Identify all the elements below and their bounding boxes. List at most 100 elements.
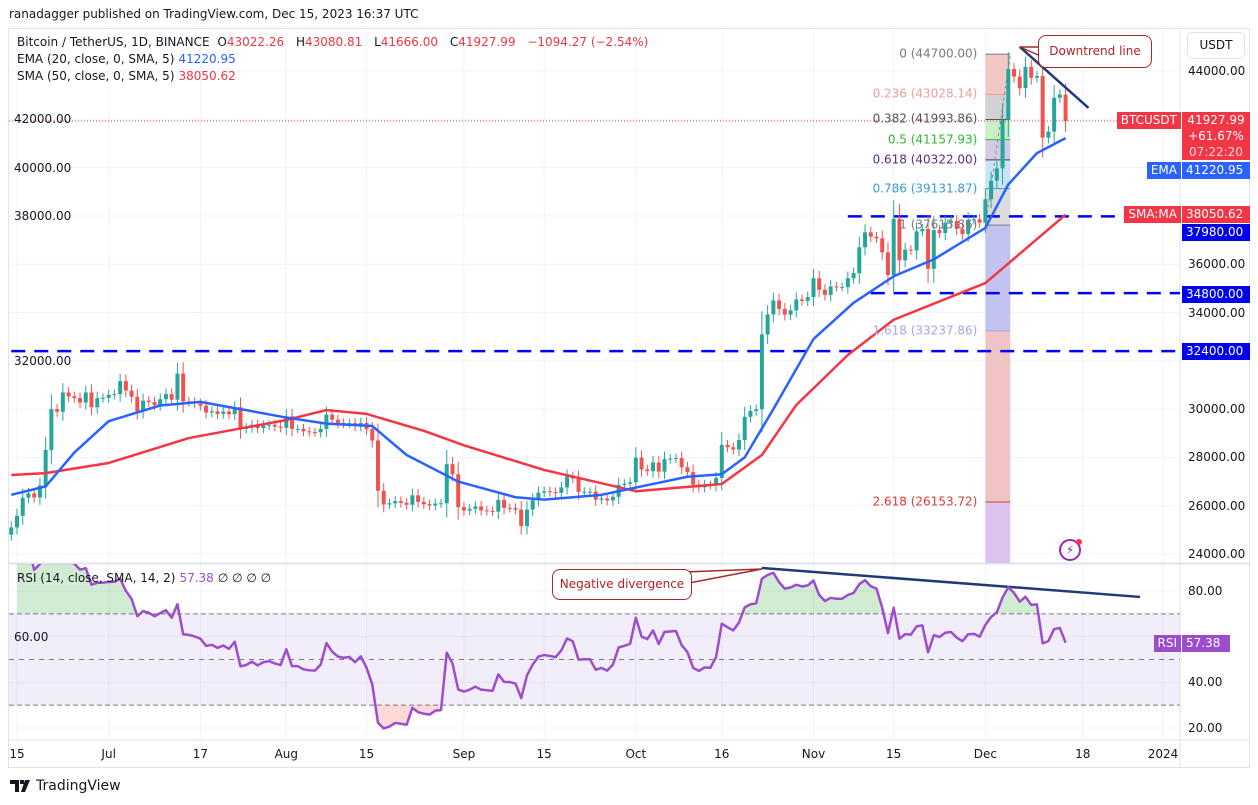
rsi-tick-label: 40.00 [1188,675,1223,690]
ema-legend[interactable]: EMA (20, close, 0, SMA, 5) 41220.95 [17,52,240,66]
candle-body [971,219,976,221]
candle-body [1052,97,1057,132]
y-tick-label: 32000.00 [14,353,72,368]
last-price: 41927.99 [1187,113,1245,127]
ema-20-line [10,137,1067,501]
candle-body [55,409,60,412]
y-tick-label: 44000.00 [1188,64,1246,78]
candle-body [421,501,426,505]
candle-body [290,416,295,429]
candle-body [1046,131,1051,138]
x-tick-label: 16 [714,747,730,761]
chart-frame [8,28,1250,768]
candle-body [679,458,684,468]
price-pane [9,52,1180,563]
candle-body [238,407,243,429]
x-tick-label: Dec [973,747,997,761]
candle-body [966,220,971,235]
candle-body [897,218,902,261]
candle-body [662,459,667,472]
candle-body [983,199,988,223]
notification-dot [1076,539,1082,545]
fib-zone [985,54,1011,95]
candle-body [335,419,340,423]
downtrend-line [1018,45,1090,109]
divergence-callout[interactable]: Negative divergence [552,569,692,600]
open-label: O [217,35,227,49]
candle-body [645,469,650,472]
candle-body [330,414,335,420]
symbol-name[interactable]: Bitcoin / TetherUS, 1D, BINANCE [17,35,210,49]
candle-body [691,472,696,485]
candle-body [834,286,839,288]
lightning-icon[interactable]: ⚡ [1059,539,1082,561]
candle-body [209,411,214,413]
last-price-symbol-tag: BTCUSDT [1116,112,1181,129]
ema-value: 41220.95 [178,52,236,66]
x-tick-label: Sep [452,747,476,761]
bar-countdown: 07:22:20 [1189,145,1243,159]
candle-body [782,308,787,315]
candle-body [885,252,890,276]
candle-body [1040,76,1045,138]
candle-body [805,297,810,301]
candle-body [112,394,117,396]
rsi-band-background [9,613,1180,706]
candle-body [668,458,673,460]
x-tick-label: Nov [801,747,826,761]
rsi-extra: ∅ ∅ ∅ ∅ [217,571,272,585]
close-label: C [449,35,459,49]
change-value: −1094.27 (−2.54%) [527,35,649,49]
candle-body [845,278,850,288]
x-tick-label: 15 [358,747,375,761]
rsi-legend[interactable]: RSI (14, close, SMA, 14, 2) 57.38 ∅ ∅ ∅ ∅ [17,571,275,585]
fib-level-label: 1 (37615.86) [899,217,978,232]
candle-body [777,300,782,309]
candle-body [1029,66,1034,78]
downtrend-callout[interactable]: Downtrend line [1038,35,1152,68]
x-tick-label: 17 [192,747,208,761]
y-tick-label: 36000.00 [1188,257,1246,272]
sma-legend[interactable]: SMA (50, close, 0, SMA, 5) 38050.62 [17,69,240,83]
candle-body [788,310,793,315]
currency-button[interactable]: USDT [1187,32,1245,59]
candle-body [146,400,151,403]
last-price-tag: 41927.99 +61.67% 07:22:20 [1182,112,1250,160]
candle-body [496,499,501,512]
y-tick-label: 30000.00 [1188,402,1246,417]
rsi-overbought-fill [17,564,1039,614]
fib-level-label: 0.5 (41157.93) [887,131,978,146]
candle-body [9,527,14,535]
low-label: L [374,35,381,49]
candle-body [370,429,375,441]
candle-body [794,299,799,311]
candle-body [318,428,323,433]
candle-body [633,457,638,483]
candle-body [284,416,289,428]
candle-body [181,373,186,402]
candle-body [754,409,759,412]
candle-body [582,491,587,493]
candle-body [66,392,71,397]
candle-body [502,499,507,508]
tradingview-logo-icon [10,780,30,792]
x-tick-label: 15 [886,747,902,761]
y-tick-label: 38000.00 [14,208,72,223]
rsi-tick-label: 20.00 [1188,720,1223,735]
candle-body [519,509,524,526]
candle-body [559,487,564,493]
low-value: 41666.00 [380,35,439,49]
candle-body [565,476,570,488]
candle-body [20,497,25,516]
candle-body [416,495,421,502]
candle-body [948,220,953,223]
candle-body [456,474,461,508]
ema-label: EMA (20, close, 0, SMA, 5) [17,52,175,66]
candle-body [473,506,478,509]
level-tag-34800: 34800.00 [1182,286,1250,303]
candle-body [908,249,913,251]
candle-body [1006,69,1011,120]
x-tick-label: Aug [274,747,299,761]
tradingview-logo[interactable]: TradingView [10,778,121,794]
